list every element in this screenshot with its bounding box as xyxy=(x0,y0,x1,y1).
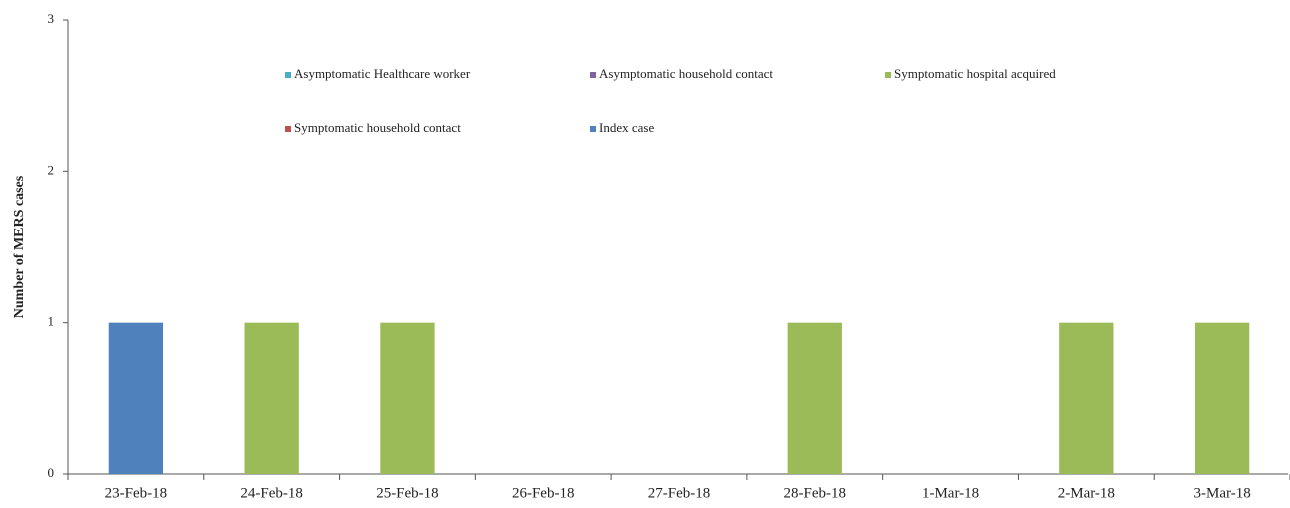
x-tick-label: 26-Feb-18 xyxy=(512,485,575,501)
y-axis-label: Number of MERS cases xyxy=(12,175,27,318)
y-tick-label: 0 xyxy=(48,465,55,480)
legend-swatch xyxy=(590,126,596,132)
bar-segment xyxy=(108,322,164,474)
legend-label: Symptomatic hospital acquired xyxy=(894,66,1056,81)
legend-label: Symptomatic household contact xyxy=(294,120,461,135)
y-tick-label: 2 xyxy=(48,162,55,177)
legend-label: Asymptomatic household contact xyxy=(599,66,773,81)
x-tick-label: 28-Feb-18 xyxy=(784,485,847,501)
bar-segment xyxy=(787,322,842,474)
legend-swatch xyxy=(885,72,891,78)
bar-segment xyxy=(244,322,299,474)
x-tick-label: 27-Feb-18 xyxy=(648,485,711,501)
bar-segment xyxy=(380,322,435,474)
legend-swatch xyxy=(285,126,291,132)
legend-label: Asymptomatic Healthcare worker xyxy=(294,66,471,81)
legend-label: Index case xyxy=(599,120,654,135)
bar-segment xyxy=(1059,322,1114,474)
x-tick-label: 24-Feb-18 xyxy=(240,485,303,501)
legend-swatch xyxy=(590,72,596,78)
x-tick-label: 1-Mar-18 xyxy=(922,485,979,501)
x-tick-label: 25-Feb-18 xyxy=(376,485,439,501)
y-tick-label: 3 xyxy=(48,11,55,26)
x-tick-label: 2-Mar-18 xyxy=(1058,485,1115,501)
x-tick-label: 3-Mar-18 xyxy=(1194,485,1251,501)
y-tick-label: 1 xyxy=(48,314,55,329)
bar-segment xyxy=(1194,322,1250,474)
x-tick-label: 23-Feb-18 xyxy=(105,485,168,501)
legend-swatch xyxy=(285,72,291,78)
